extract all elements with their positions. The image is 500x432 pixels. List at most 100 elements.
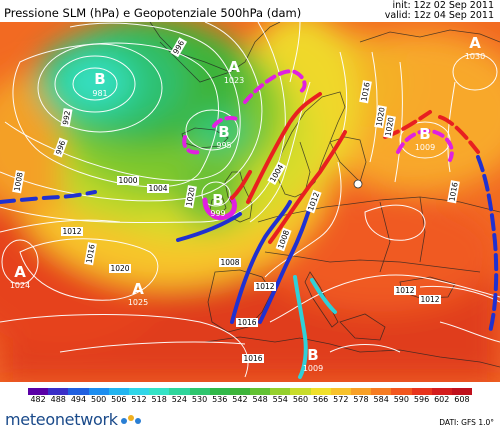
svg-text:1020: 1020 <box>374 106 386 127</box>
svg-text:1012: 1012 <box>395 286 414 295</box>
color-scale-swatch <box>290 388 311 395</box>
color-scale-swatch <box>270 388 291 395</box>
svg-text:1020: 1020 <box>110 264 129 273</box>
map-title: Pressione SLM (hPa) e Geopotenziale 500h… <box>4 6 302 20</box>
svg-text:B: B <box>218 123 229 141</box>
svg-text:1025: 1025 <box>128 298 148 307</box>
color-scale-tick-label: 512 <box>131 395 147 404</box>
svg-text:A: A <box>132 280 144 298</box>
color-scale-swatch <box>209 388 230 395</box>
warm-front-uk <box>230 170 252 200</box>
color-scale-swatch <box>250 388 271 395</box>
svg-text:999: 999 <box>210 209 225 218</box>
svg-text:992: 992 <box>61 110 72 126</box>
color-scale-tick-label: 602 <box>434 395 450 404</box>
svg-text:A: A <box>469 34 481 52</box>
svg-text:981: 981 <box>92 89 107 98</box>
svg-text:1012: 1012 <box>255 282 274 291</box>
valid-time: valid: 12z 04 Sep 2011 <box>384 10 494 21</box>
svg-text:1004: 1004 <box>148 184 167 193</box>
color-scale-swatch <box>28 388 49 395</box>
color-scale-tick-label: 530 <box>191 395 208 404</box>
cold-front-atlantic <box>0 190 97 204</box>
svg-text:1023: 1023 <box>224 76 244 85</box>
cold-front-east <box>258 205 312 324</box>
svg-text:1009: 1009 <box>415 143 435 152</box>
meteonetwork-logo: meteonetwork <box>5 410 118 429</box>
trough-line-2 <box>310 278 337 314</box>
color-scale-tick-label: 596 <box>413 395 430 404</box>
svg-text:B: B <box>419 125 430 143</box>
init-time: init: 12z 02 Sep 2011 <box>392 0 494 11</box>
color-scale-swatch <box>451 388 473 395</box>
color-scale-swatch <box>330 388 351 395</box>
color-scale-swatch <box>431 388 452 395</box>
trough-line-1 <box>293 275 308 379</box>
city-marker <box>353 179 363 189</box>
svg-text:A: A <box>228 58 240 76</box>
color-scale-tick-label: 536 <box>212 395 228 404</box>
weather-map: 996 992 996 1000 1004 1008 1012 1016 102… <box>0 22 500 382</box>
color-scale-swatch <box>108 388 129 395</box>
occluded-front-uk <box>202 195 237 221</box>
svg-text:1016: 1016 <box>237 318 256 327</box>
color-scale-swatch <box>189 388 210 395</box>
color-scale-swatch <box>68 388 89 395</box>
svg-text:1016: 1016 <box>243 354 262 363</box>
warm-front-north <box>246 92 322 204</box>
color-scale-swatch <box>128 388 150 395</box>
color-scale-swatch <box>411 388 432 395</box>
color-scale-swatch <box>88 388 109 395</box>
svg-text:1008: 1008 <box>220 258 239 267</box>
svg-text:1009: 1009 <box>303 364 323 373</box>
color-scale-tick-label: 542 <box>232 395 248 404</box>
color-scale-tick-label: 590 <box>393 395 409 404</box>
color-scale-swatch <box>371 388 392 395</box>
svg-text:1016: 1016 <box>84 243 96 264</box>
color-scale-tick-label: 572 <box>333 395 349 404</box>
svg-text:1000: 1000 <box>118 176 137 185</box>
weather-fronts <box>0 69 499 379</box>
svg-text:1020: 1020 <box>184 186 196 207</box>
color-scale-swatch <box>149 388 170 395</box>
color-scale-tick-label: 494 <box>70 395 87 404</box>
color-scale-tick-label: 548 <box>252 395 268 404</box>
svg-text:B: B <box>94 70 105 88</box>
svg-text:1020: 1020 <box>383 116 395 137</box>
color-scale-tick-label: 500 <box>90 395 107 404</box>
color-scale-tick-label: 518 <box>151 395 167 404</box>
svg-text:B: B <box>212 191 223 209</box>
occluded-front-russia <box>396 129 454 162</box>
color-scale-tick-label: 584 <box>373 395 389 404</box>
color-scale-swatch <box>48 388 69 395</box>
svg-text:A: A <box>14 263 26 281</box>
warm-front-greenland <box>243 69 307 104</box>
color-scale-tick-label: 482 <box>30 395 46 404</box>
color-scale-tick-label: 608 <box>454 395 470 404</box>
color-scale-tick-label: 524 <box>171 395 187 404</box>
cold-front-russia-east <box>476 155 499 334</box>
color-scale-tick-label: 488 <box>50 395 66 404</box>
svg-text:1012: 1012 <box>62 227 81 236</box>
svg-text:1024: 1024 <box>10 281 30 290</box>
svg-text:995: 995 <box>216 141 231 150</box>
cold-front-uk <box>176 212 242 242</box>
color-scale-ticks: 482 488 494 500 506 512 518 524 530 536 542 548 554 5… <box>28 395 472 407</box>
svg-text:1012: 1012 <box>420 295 439 304</box>
warm-front-iceland <box>182 116 242 155</box>
logo-dots-icon <box>121 415 141 424</box>
cold-front-central <box>230 200 292 324</box>
color-scale-tick-label: 566 <box>312 395 329 404</box>
color-scale-swatch <box>229 388 251 395</box>
color-scale-tick-label: 506 <box>111 395 127 404</box>
svg-text:1016: 1016 <box>359 81 371 102</box>
svg-text:1008: 1008 <box>12 171 24 192</box>
